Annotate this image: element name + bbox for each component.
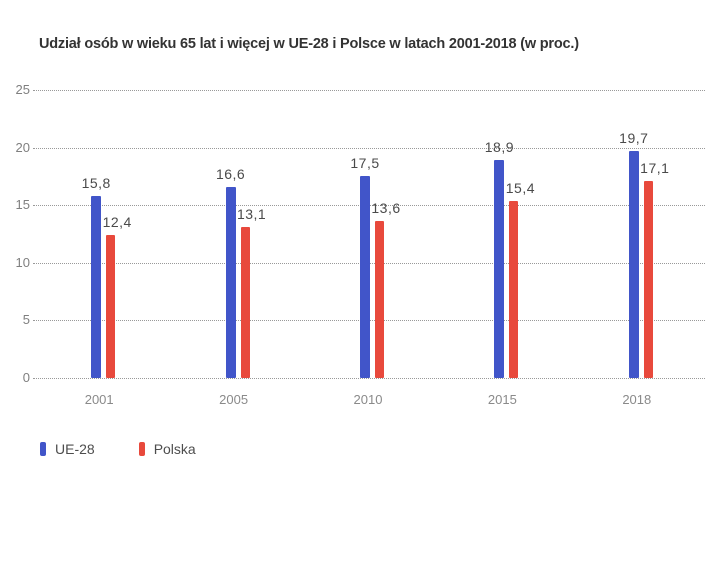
bar-value-label: 16,6 [215, 165, 246, 182]
bar-ue-28-2015 [494, 160, 505, 378]
legend-label: Polska [153, 441, 196, 457]
bar-polska-2010 [375, 221, 384, 378]
y-tick-label: 15 [15, 197, 30, 213]
bar-ue-28-2010 [360, 176, 370, 378]
bar-value-label: 18,9 [484, 139, 515, 156]
gridline [33, 378, 705, 379]
bar-ue-28-2005 [225, 186, 236, 378]
bar-value-label: 15,8 [81, 174, 111, 191]
x-tick-label: 2005 [219, 392, 249, 407]
y-tick-label: 25 [15, 82, 30, 97]
bar-polska-2005 [240, 227, 250, 378]
y-tick-label: 5 [22, 312, 30, 328]
x-tick-label: 2018 [622, 392, 652, 407]
bar-ue-28-2001 [91, 195, 102, 378]
bar-value-label: 13,1 [236, 206, 267, 223]
legend-marker-icon [40, 442, 46, 456]
bar-value-label: 15,4 [505, 179, 536, 196]
chart-title: Udział osób w wieku 65 lat i więcej w UE… [39, 36, 579, 52]
x-tick-label: 2010 [353, 392, 383, 407]
y-tick-label: 10 [15, 254, 30, 270]
y-tick-label: 0 [22, 370, 30, 385]
bar-value-label: 13,6 [371, 200, 401, 217]
gridline [33, 90, 705, 91]
legend: UE-28 Polska [40, 441, 196, 457]
bar-value-label: 12,4 [102, 214, 132, 231]
bar-polska-2018 [643, 181, 653, 378]
legend-marker-icon [138, 442, 145, 456]
bar-value-label: 17,1 [640, 160, 670, 176]
legend-item-polska: Polska [138, 441, 196, 457]
x-tick-label: 2015 [487, 392, 517, 407]
legend-item-ue-28: UE-28 [40, 441, 95, 457]
y-tick-label: 20 [15, 139, 30, 155]
bar-polska-2015 [509, 200, 519, 378]
gridline [33, 147, 705, 149]
bar-value-label: 17,5 [350, 155, 380, 172]
bar-value-label: 19,7 [619, 130, 649, 147]
legend-label: UE-28 [55, 441, 95, 457]
x-tick-label: 2001 [84, 392, 114, 407]
bar-polska-2001 [106, 235, 116, 378]
bar-ue-28-2018 [628, 151, 639, 378]
